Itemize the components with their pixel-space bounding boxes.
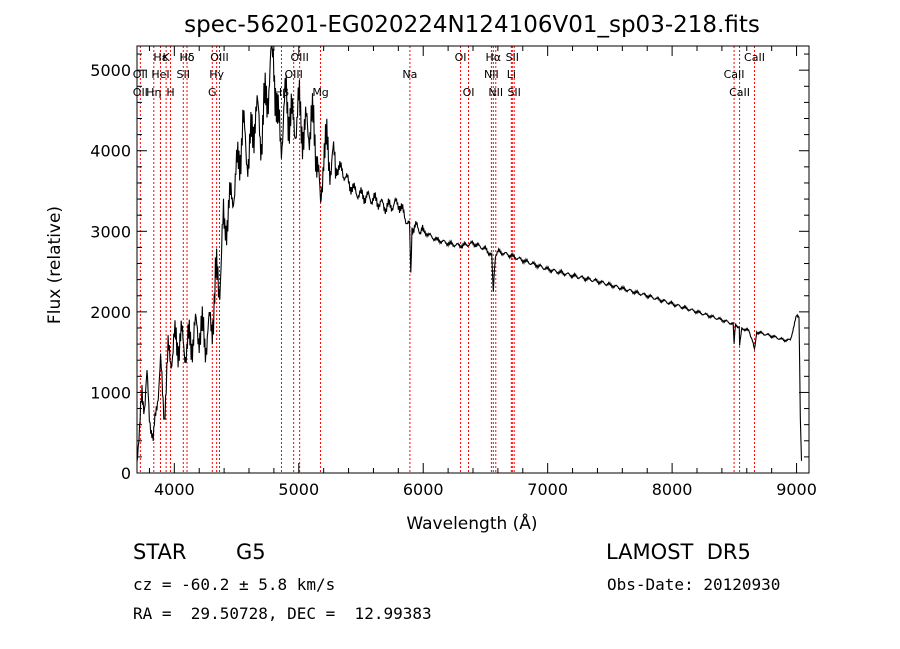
y-tick-label: 1000 — [90, 383, 131, 402]
x-tick-label: 8000 — [652, 480, 693, 499]
line-label: OI — [455, 51, 467, 64]
y-tick-label: 0 — [121, 464, 131, 483]
y-tick-label: 2000 — [90, 303, 131, 322]
line-label: G — [208, 86, 217, 99]
line-label: HeI — [151, 68, 169, 81]
x-tick-label: 9000 — [776, 480, 817, 499]
line-label: NII — [488, 86, 503, 99]
plot-frame — [136, 45, 810, 474]
y-tick-label: 5000 — [90, 61, 131, 80]
line-label: H — [166, 86, 174, 99]
line-label: Hε — [153, 51, 167, 64]
line-label: Hη — [146, 86, 161, 99]
y-axis-label: Flux (relative) — [45, 206, 65, 324]
object-class: STAR — [133, 540, 187, 564]
line-label: Hγ — [209, 68, 224, 81]
line-label: OI — [463, 86, 475, 99]
line-label: CaII — [724, 68, 745, 81]
y-axis: 0 1000 2000 3000 4000 5000 — [90, 53, 809, 483]
line-label: K — [163, 51, 171, 64]
x-tick-label: 4000 — [154, 480, 195, 499]
redshift-readout: cz = -60.2 ± 5.8 km/s — [133, 575, 336, 594]
obs-date: Obs-Date: 20120930 — [607, 575, 781, 594]
x-axis-label: Wavelength (Å) — [406, 512, 537, 534]
line-label: Hδ — [180, 51, 195, 64]
line-markers — [139, 46, 755, 473]
line-label: OIII — [210, 51, 228, 64]
y-tick-label: 3000 — [90, 222, 131, 241]
x-tick-label: 7000 — [527, 480, 568, 499]
line-label: SII — [507, 86, 520, 99]
line-label: Li — [507, 68, 516, 81]
line-label: Na — [402, 68, 417, 81]
x-tick-label: 5000 — [278, 480, 319, 499]
line-label: NII — [484, 68, 499, 81]
line-label: CaII — [729, 86, 750, 99]
line-label: SII — [177, 68, 190, 81]
coordinates: RA = 29.50728, DEC = 12.99383 — [133, 604, 432, 623]
object-subclass: G5 — [236, 540, 266, 564]
line-label: OIII — [284, 68, 302, 81]
line-label: OIII — [290, 51, 308, 64]
spectrum-line — [136, 45, 803, 462]
x-axis: 4000 5000 6000 7000 8000 9000 — [148, 46, 817, 499]
line-label: Hδ — [180, 51, 195, 64]
line-label: CaII — [744, 51, 765, 64]
survey-name: LAMOST DR5 — [606, 540, 751, 564]
chart-title: spec-56201-EG020224N124106V01_sp03-218.f… — [184, 12, 760, 38]
x-tick-label: 6000 — [403, 480, 444, 499]
line-label: Hα — [486, 51, 502, 64]
line-label: SII — [506, 51, 519, 64]
line-label: Mg — [312, 86, 328, 99]
y-tick-label: 4000 — [90, 142, 131, 161]
